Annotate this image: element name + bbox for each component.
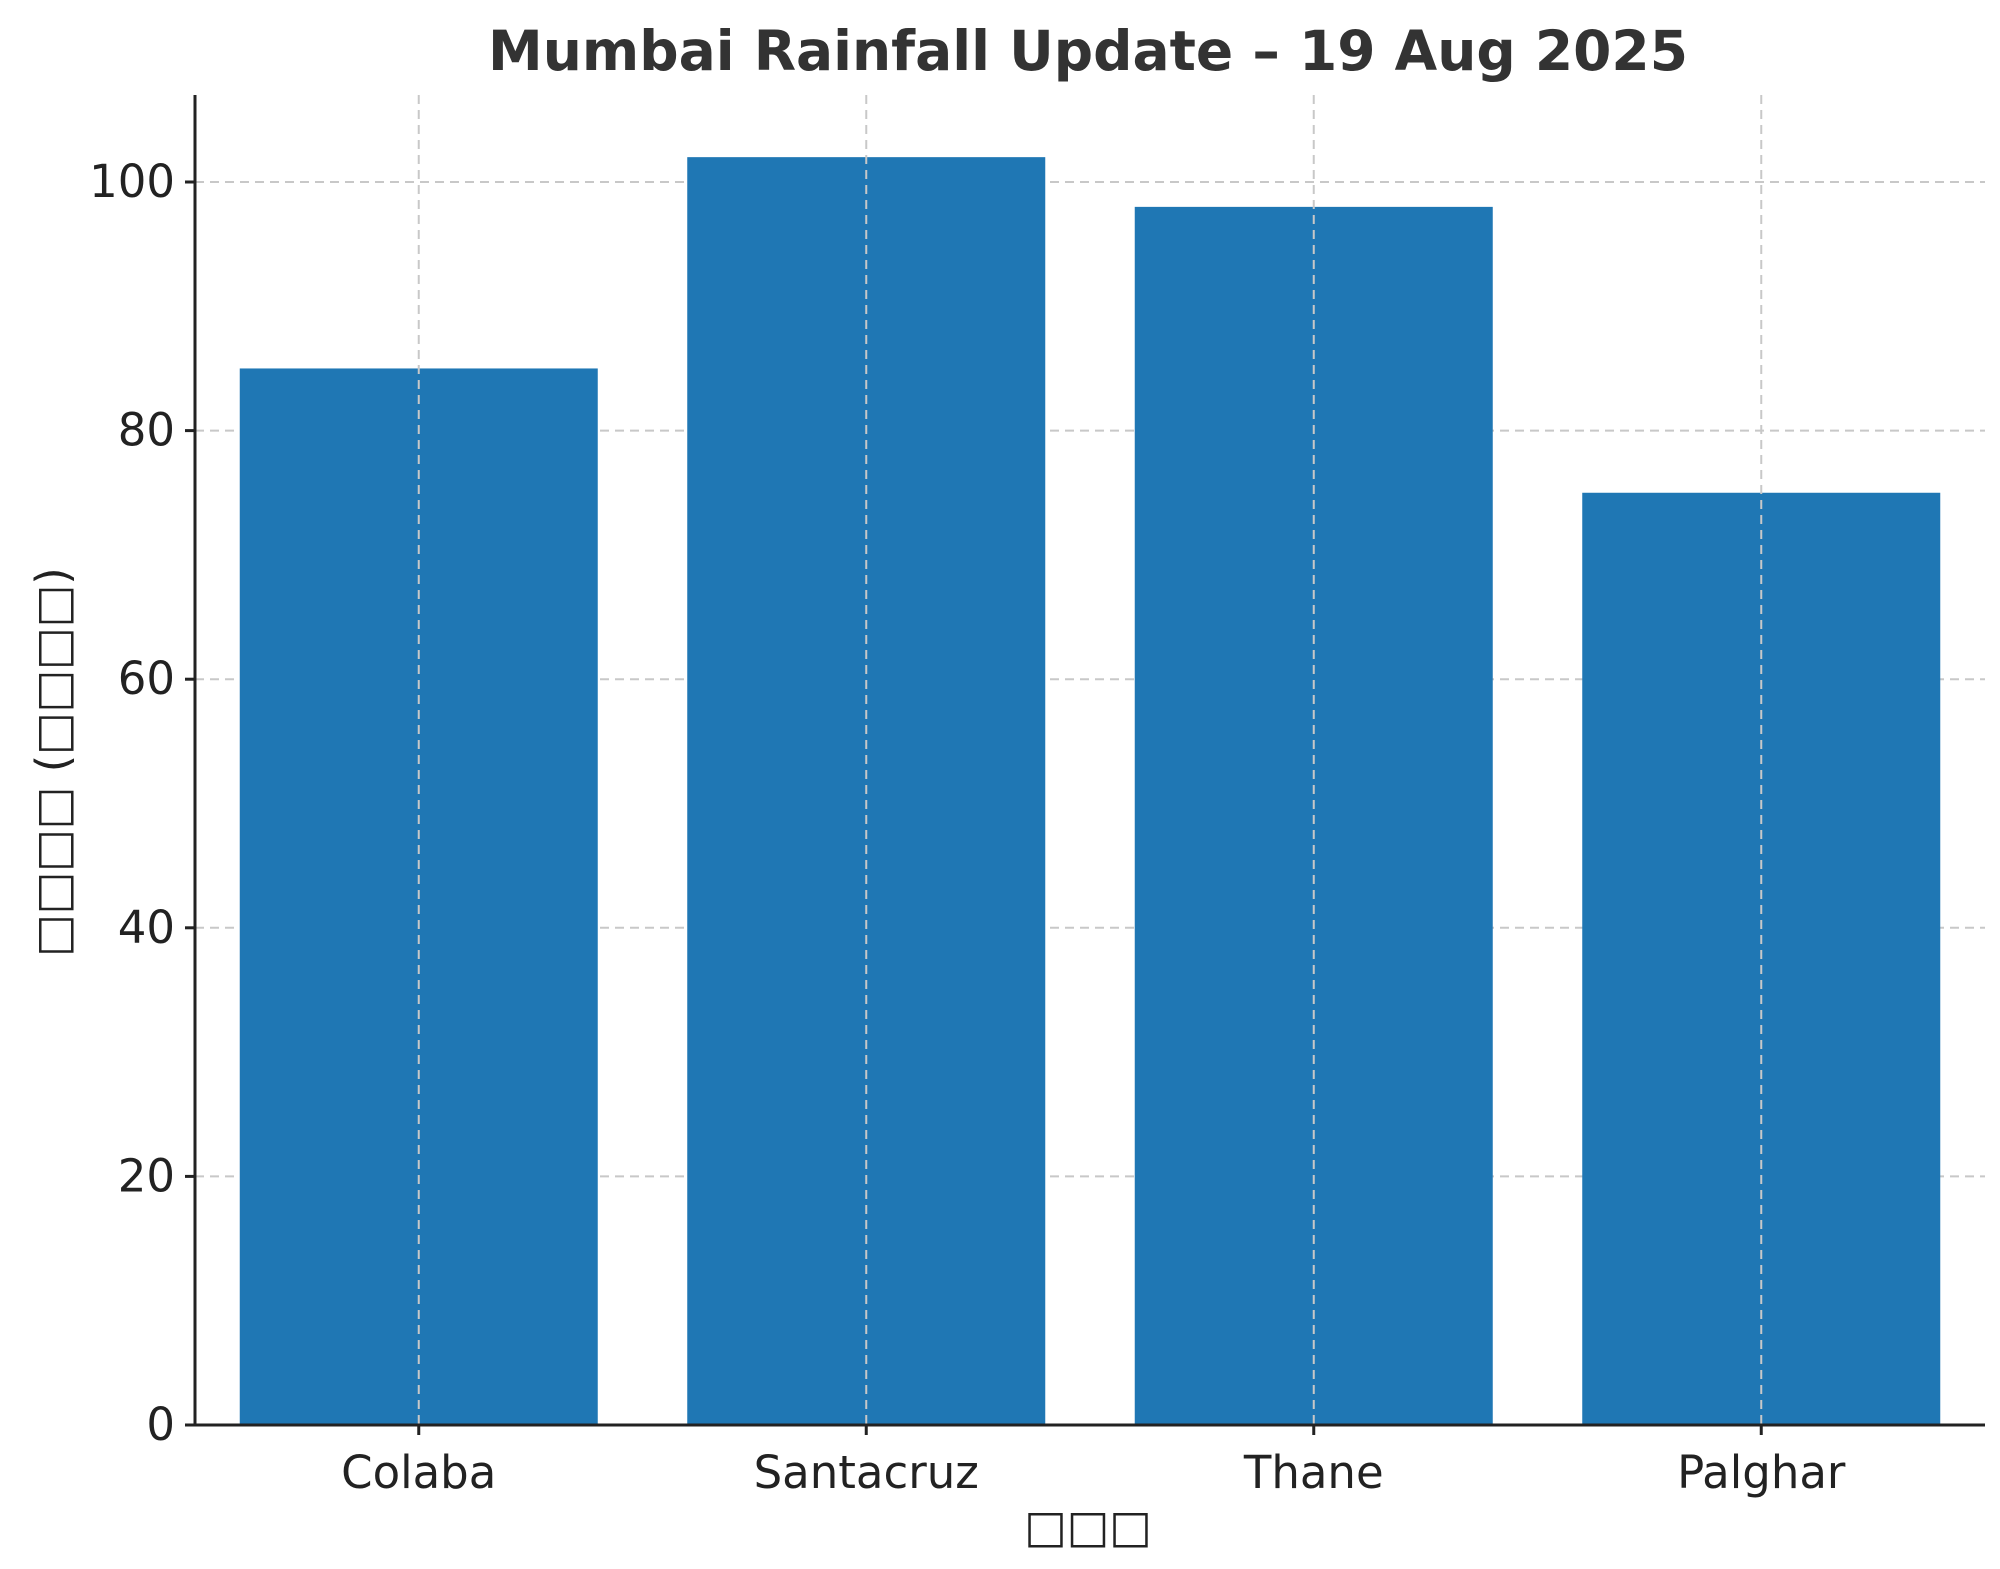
y-tick-label-60: 60: [118, 652, 175, 705]
x-tick-label-colaba: Colaba: [341, 1446, 496, 1499]
axes-layer: [193, 95, 1985, 1427]
ticks-layer: 0 20 40 60 80 100 Colaba Santacruz Thane Palghar: [89, 155, 1846, 1499]
vertical-grid-layer: [417, 95, 1763, 1425]
x-tick-label-palghar: Palghar: [1677, 1446, 1846, 1499]
y-axis-label: □□□□ (□□□□): [26, 567, 79, 957]
bars-layer: [239, 157, 1941, 1426]
x-tick-label-thane: Thane: [1243, 1446, 1384, 1499]
y-tick-label-80: 80: [118, 404, 175, 457]
y-tick-label-20: 20: [118, 1149, 175, 1202]
x-tick-label-santacruz: Santacruz: [754, 1446, 979, 1499]
y-tick-label-0: 0: [146, 1398, 175, 1451]
x-axis-label: □□□: [1024, 1500, 1152, 1553]
y-tick-label-40: 40: [118, 901, 175, 954]
y-tick-label-100: 100: [89, 155, 175, 208]
chart-title: Mumbai Rainfall Update – 19 Aug 2025: [488, 19, 1688, 83]
